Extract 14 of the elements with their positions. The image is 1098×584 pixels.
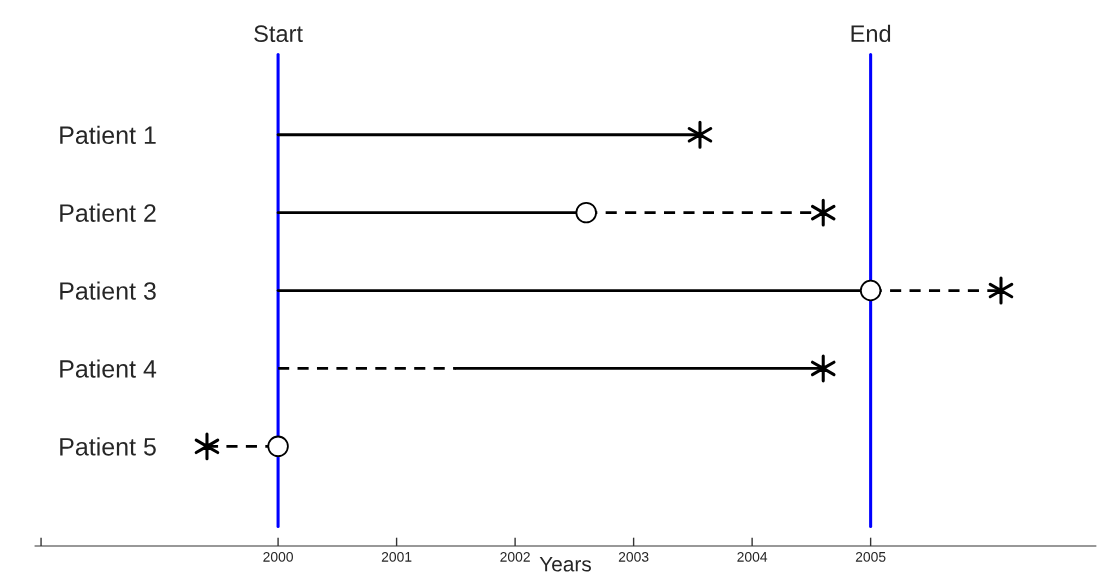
y-tick-label: Patient 5 bbox=[60, 437, 156, 456]
x-tick-label: 2003 bbox=[618, 551, 649, 562]
y-tick-label: Patient 4 bbox=[60, 359, 157, 378]
y-tick-label: Patient 2 bbox=[60, 203, 156, 222]
x-tick-label: 2004 bbox=[737, 551, 768, 562]
y-tick-label: Patient 1 bbox=[60, 125, 156, 145]
ref-line-label: End bbox=[851, 24, 891, 43]
x-tick-label: 2001 bbox=[381, 551, 412, 562]
x-tick-label: 2002 bbox=[500, 551, 530, 562]
x-axis-title: Years bbox=[539, 556, 591, 572]
y-tick-label: Patient 3 bbox=[60, 281, 156, 300]
x-tick-label: 2005 bbox=[855, 551, 886, 562]
ref-line-label: Start bbox=[254, 25, 303, 43]
x-tick-label: 2000 bbox=[263, 551, 293, 562]
